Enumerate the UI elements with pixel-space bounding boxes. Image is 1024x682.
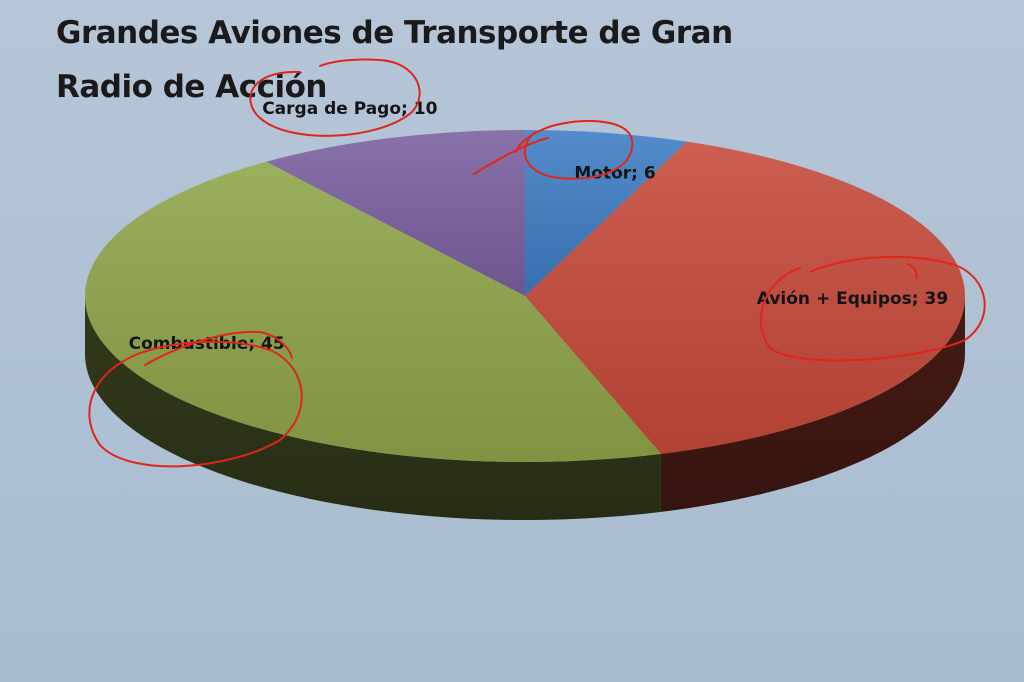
ink-circle-carga: [250, 59, 419, 135]
data-label-motor: Motor; 6: [574, 164, 655, 184]
data-label-carga-de-pago: Carga de Pago; 10: [262, 99, 437, 119]
data-label-combustible: Combustible; 45: [129, 334, 285, 354]
data-label-avion-equipos: Avión + Equipos; 39: [757, 289, 948, 309]
